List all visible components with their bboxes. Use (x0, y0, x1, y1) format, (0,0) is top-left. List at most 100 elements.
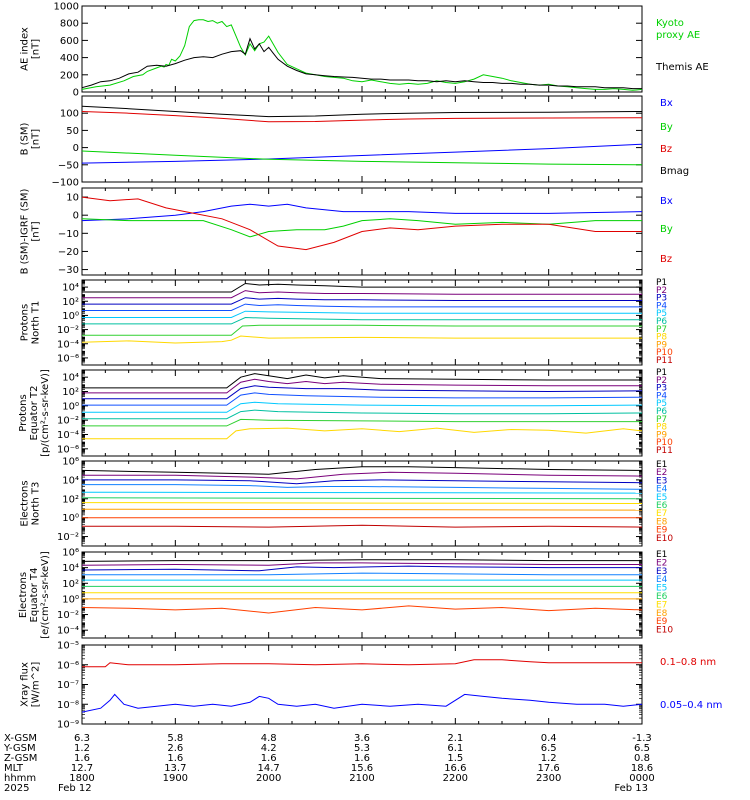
x-column-value: 4.2 (261, 743, 277, 754)
y-tick-label: 1000 (54, 2, 79, 13)
legend-bsm: Bx (660, 98, 673, 109)
y-tick-label: −10 (58, 229, 79, 240)
y-tick-label: 0 (73, 88, 79, 99)
y-tick-label: 50 (66, 126, 79, 137)
y-tick-label: 10⁻⁴ (57, 339, 79, 350)
legend-electrons-equator: E4 (656, 575, 668, 585)
y-axis-label: AE index (20, 27, 31, 71)
y-tick-label: 10⁻⁹ (57, 720, 79, 731)
legend-electrons-equator: E6 (656, 592, 668, 602)
y-tick-label: 10⁻⁴ (57, 430, 79, 441)
legend-protons-north: P8 (656, 333, 667, 343)
series-line-themis-ae (81, 37, 642, 90)
y-tick-label: 200 (60, 70, 79, 81)
y-axis-label: Electrons (20, 480, 31, 526)
x-column-value: 2.6 (167, 743, 183, 754)
y-tick-label: 0 (73, 211, 79, 222)
legend-protons-equator: P6 (656, 407, 667, 417)
y-tick-label: 10⁴ (62, 283, 79, 294)
series-line-p8 (81, 335, 642, 344)
series-line-p7 (82, 418, 642, 427)
legend-protons-equator: P11 (656, 446, 673, 456)
legend-electrons-north: E1 (656, 460, 667, 470)
y-axis-label: [nT] (31, 39, 42, 59)
x-column-value: 1.6 (261, 753, 277, 764)
legend-bigrf: Bx (660, 196, 673, 207)
y-axis-label: [e/(cm²-s-sr-keV)] (40, 551, 51, 639)
y-tick-label: 10⁻⁸ (57, 700, 79, 711)
legend-electrons-north: E10 (656, 534, 673, 544)
y-axis-label: Xray flux (20, 662, 31, 707)
x-column-value: 15.6 (351, 763, 373, 774)
series-line-e5 (81, 491, 643, 494)
legend-protons-north: P9 (656, 340, 667, 350)
series-line-by (81, 218, 642, 238)
legend-bigrf: By (660, 224, 673, 235)
y-tick-label: 10² (62, 494, 79, 505)
panel-frame-p_north (81, 279, 643, 366)
y-tick-label: 10² (62, 297, 79, 308)
y-tick-label: 10⁴ (62, 475, 79, 486)
legend-electrons-equator: E9 (656, 617, 668, 627)
y-axis-label: Electrons (18, 572, 29, 618)
y-axis-label: Equator T2 (29, 386, 40, 441)
series-line-p3 (82, 297, 642, 305)
legend-xray: 0.05–0.4 nm (660, 700, 722, 711)
y-tick-label: 800 (60, 19, 79, 30)
y-tick-label: −30 (58, 265, 79, 276)
y-tick-label: 10⁶ (62, 548, 79, 559)
x-column-value: 0.8 (634, 753, 650, 764)
x-column-value: 1.2 (541, 753, 557, 764)
series-line-bz (81, 196, 642, 251)
series-line-bmag (81, 105, 643, 118)
y-tick-label: −100 (52, 178, 79, 189)
legend-electrons-equator: E2 (656, 558, 667, 568)
y-axis-label: Equator T4 (29, 568, 40, 623)
x-column-value: Feb 13 (614, 783, 648, 794)
y-axis-label: B (SM)-IGRF (SM) (20, 189, 31, 275)
y-axis-label: B (SM) (20, 122, 31, 155)
series-line-e6 (81, 497, 643, 500)
series-line-p5 (82, 401, 643, 413)
y-tick-label: 10⁻⁶ (57, 444, 79, 455)
series-line-p8 (82, 427, 643, 440)
x-row-label: Z-GSM (4, 753, 37, 764)
series-line-e2 (81, 562, 642, 566)
legend-protons-north: P4 (656, 301, 667, 311)
y-tick-label: 10⁰ (62, 311, 79, 322)
series-line-p6 (82, 316, 642, 325)
series-line-xray (82, 659, 642, 668)
legend-electrons-equator: E3 (656, 567, 667, 577)
legend-protons-equator: P10 (656, 438, 673, 448)
series-line-p1 (82, 282, 642, 293)
series-line-p1 (82, 373, 642, 389)
x-column-value: 2000 (256, 773, 281, 784)
legend-protons-north: P10 (656, 348, 673, 358)
legend-ae: Kyoto (656, 18, 684, 29)
x-row-label: X-GSM (4, 733, 37, 744)
x-row-label: Y-GSM (3, 743, 36, 754)
series-line-e9 (81, 605, 643, 614)
x-column-value: 0.4 (541, 733, 557, 744)
x-column-value: 13.7 (164, 763, 186, 774)
x-column-value: 5.8 (167, 733, 183, 744)
y-tick-label: −20 (58, 247, 79, 258)
y-axis-label: North T1 (31, 301, 42, 345)
series-line-bz (81, 111, 643, 123)
y-tick-label: 10⁰ (62, 513, 79, 524)
legend-electrons-north: E8 (656, 517, 668, 527)
legend-ae: proxy AE (656, 30, 700, 41)
series-line-e3 (81, 565, 642, 572)
series-line-e3 (82, 479, 643, 485)
legend-protons-north: P2 (656, 286, 667, 296)
series-line-e8 (81, 508, 643, 511)
y-tick-label: 10⁻⁵ (57, 641, 79, 652)
x-column-value: 1.6 (167, 753, 183, 764)
y-tick-label: 10⁰ (62, 401, 79, 412)
legend-ae: Themis AE (655, 62, 709, 73)
x-column-value: 5.3 (354, 743, 370, 754)
series-line-e10 (82, 524, 643, 528)
y-tick-label: 10⁻² (57, 610, 79, 621)
x-column-value: 14.7 (258, 763, 280, 774)
